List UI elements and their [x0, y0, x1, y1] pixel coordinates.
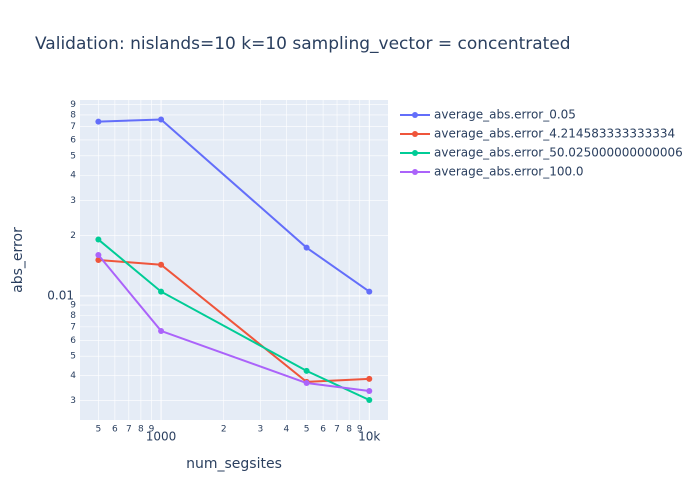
y-tick-label: 3 — [70, 196, 76, 206]
x-tick-label: 1000 — [146, 430, 177, 444]
x-tick-label: 8 — [138, 425, 144, 435]
data-point — [95, 256, 102, 263]
legend-marker — [412, 112, 418, 118]
data-point — [303, 380, 310, 387]
data-point — [158, 288, 165, 295]
x-tick-label: 2 — [221, 425, 227, 435]
data-point — [366, 375, 373, 382]
legend-label: average_abs.error_4.214583333333334 — [434, 127, 675, 141]
y-tick-label: 6 — [70, 336, 76, 346]
y-tick-label: 7 — [70, 322, 76, 332]
y-tick-label: 2 — [70, 231, 76, 241]
y-tick-label: 9 — [70, 301, 76, 311]
x-tick-label: 4 — [284, 425, 290, 435]
x-tick-label: 6 — [320, 425, 326, 435]
y-tick-label: 7 — [70, 122, 76, 132]
data-point — [366, 397, 373, 404]
x-tick-label: 9 — [357, 425, 363, 435]
x-tick-label: 9 — [149, 425, 155, 435]
x-tick-label: 10k — [358, 430, 380, 444]
data-point — [158, 116, 165, 123]
x-tick-label: 5 — [304, 425, 310, 435]
y-tick-label: 3 — [70, 396, 76, 406]
y-tick-label: 6 — [70, 135, 76, 145]
data-point — [303, 244, 310, 251]
y-tick-label: 8 — [70, 110, 76, 120]
legend-label: average_abs.error_0.05 — [434, 108, 576, 122]
series-line — [98, 118, 370, 293]
data-point — [303, 367, 310, 374]
y-axis-title: abs_error — [10, 227, 26, 293]
series-line — [97, 254, 370, 392]
legend-label: average_abs.error_100.0 — [434, 165, 584, 179]
x-tick-label: 7 — [126, 425, 132, 435]
y-tick-label: 8 — [70, 311, 76, 321]
legend-marker — [412, 169, 418, 175]
y-tick-label: 4 — [70, 171, 76, 181]
y-tick-label: 5 — [70, 352, 76, 362]
data-point — [95, 251, 102, 258]
y-tick-label: 5 — [70, 151, 76, 161]
series-line — [97, 238, 370, 401]
chart-title: Validation: nislands=10 k=10 sampling_ve… — [35, 34, 571, 54]
data-point — [158, 327, 165, 334]
legend-marker — [412, 150, 418, 156]
data-point — [95, 118, 102, 125]
data-point — [366, 288, 373, 295]
x-axis-title: num_segsites — [186, 456, 282, 472]
data-point — [366, 387, 373, 394]
legend-label: average_abs.error_50.025000000000006 — [434, 146, 683, 160]
x-tick-label: 7 — [334, 425, 340, 435]
plot-background — [80, 100, 388, 420]
legend-marker — [412, 131, 418, 137]
data-point — [158, 261, 165, 268]
series-line — [98, 259, 370, 383]
x-tick-label: 5 — [96, 425, 102, 435]
y-tick-label: 4 — [70, 371, 76, 381]
x-tick-label: 6 — [112, 425, 118, 435]
y-tick-label: 9 — [70, 100, 76, 110]
x-tick-label: 8 — [346, 425, 352, 435]
y-tick-label: 0.01 — [47, 288, 74, 302]
data-point — [95, 236, 102, 243]
x-tick-label: 3 — [258, 425, 264, 435]
